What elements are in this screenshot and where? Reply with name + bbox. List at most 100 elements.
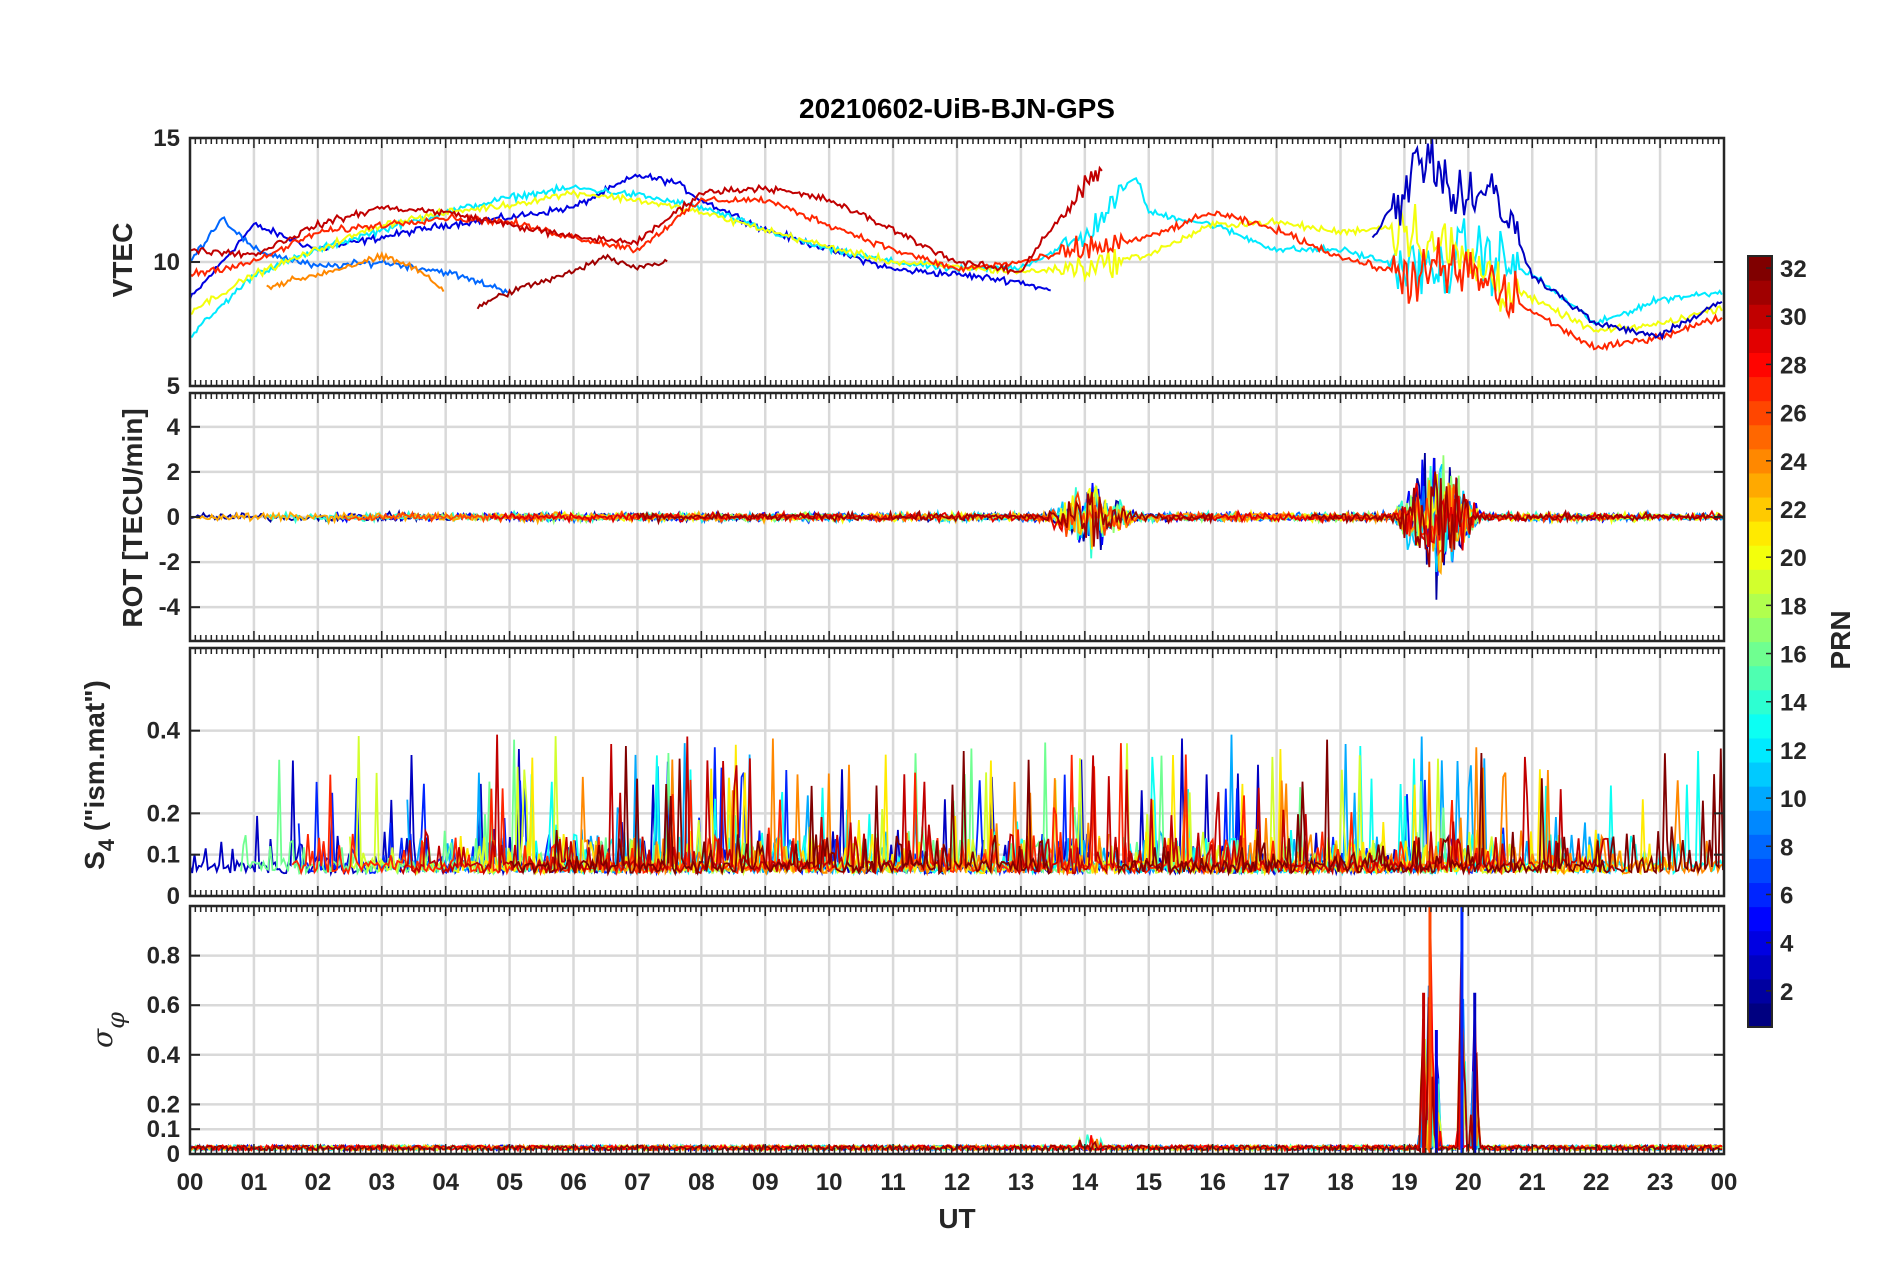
s4-panel: 0 0.1 0.2 0.4	[147, 646, 1726, 910]
x-tick-label: 20	[1455, 1169, 1482, 1196]
x-tick-label: 09	[752, 1169, 779, 1196]
colorbar-tick-label: 32	[1780, 256, 1807, 283]
colorbar-label: PRN	[1825, 610, 1856, 669]
s4-series	[189, 734, 1724, 877]
x-tick-label: 08	[688, 1169, 715, 1196]
x-tick-label: 13	[1008, 1169, 1035, 1196]
x-tick-label: 16	[1199, 1169, 1226, 1196]
vtec-ylabel: VTEC	[107, 223, 138, 298]
sigma-phi-ylabel: σφ	[86, 1012, 130, 1048]
x-tick-label: 17	[1263, 1169, 1290, 1196]
y-tick-label: -2	[159, 549, 180, 576]
colorbar-swatch	[1748, 906, 1772, 932]
vtec-line-prn-24	[266, 250, 445, 293]
colorbar-tick-label: 30	[1780, 304, 1807, 331]
rot-ylabel: ROT [TECU/min]	[117, 408, 148, 627]
sigma-phi-panel: 00.10.2 0.4 0.6 0.8	[147, 904, 1726, 1168]
y-tick-label: 5	[167, 373, 180, 400]
colorbar-swatch	[1748, 521, 1772, 546]
y-tick-label: 0.8	[147, 943, 180, 970]
x-tick-label: 10	[816, 1169, 843, 1196]
colorbar-tick-label: 12	[1780, 738, 1807, 765]
y-tick-label: 0.2	[147, 1091, 180, 1118]
x-minor-ticks	[189, 393, 1725, 641]
colorbar-tick-label: 4	[1780, 931, 1794, 958]
colorbar-tick-label: 18	[1780, 593, 1807, 620]
s4-ylabel: S4 ("ism.mat")	[79, 680, 119, 870]
colorbar-swatch	[1748, 954, 1772, 980]
y-tick-label: 2	[167, 459, 180, 486]
s4-line-prn-30	[1007, 755, 1616, 876]
s4-line-prn-32	[509, 745, 1052, 877]
y-tick-label: 4	[167, 414, 181, 441]
x-tick-label: 22	[1583, 1169, 1610, 1196]
colorbar-swatch	[1748, 761, 1772, 787]
colorbar-swatch	[1748, 328, 1772, 353]
s4-line-prn-30	[400, 734, 944, 876]
colorbar-swatch	[1748, 280, 1772, 305]
colorbar-tick-label: 24	[1780, 449, 1807, 476]
x-tick-label: 15	[1135, 1169, 1162, 1196]
colorbar-tick-label: 8	[1780, 834, 1793, 861]
x-tick-label: 19	[1391, 1169, 1418, 1196]
x-tick-label: 11	[880, 1169, 905, 1196]
colorbar-swatch	[1748, 665, 1772, 691]
vtec-line-prn-30	[189, 165, 1103, 276]
colorbar-tick-label: 20	[1780, 545, 1807, 572]
colorbar-swatch	[1748, 617, 1772, 643]
colorbar-tick-label: 2	[1780, 979, 1793, 1006]
y-tick-label: 0.6	[147, 992, 180, 1019]
colorbar-tick-label: 26	[1780, 401, 1807, 428]
colorbar-swatch	[1748, 1002, 1772, 1028]
colorbar-swatch	[1748, 472, 1772, 498]
vtec-line-prn-3	[1371, 137, 1723, 341]
rot-line-prn-29	[489, 509, 1067, 533]
x-tick-label: 00	[177, 1169, 204, 1196]
colorbar-tick-label: 6	[1780, 882, 1793, 909]
vtec-line-prn-31	[476, 253, 668, 310]
y-tick-label: 0.4	[147, 1042, 181, 1069]
vtec-line-prn-27	[189, 194, 1723, 352]
x-tick-label: 18	[1327, 1169, 1354, 1196]
x-minor-ticks	[189, 138, 1725, 386]
colorbar-tick-label: 22	[1780, 497, 1807, 524]
colorbar-swatch	[1748, 569, 1772, 594]
y-tick-label: 0.1	[147, 1116, 180, 1143]
rot-line-prn-31	[1307, 471, 1724, 568]
y-tick-label: 15	[153, 125, 180, 152]
y-tick-label: 0	[167, 504, 180, 531]
y-tick-label: -4	[159, 594, 181, 621]
x-minor-ticks	[189, 648, 1725, 896]
colorbar-swatch	[1748, 810, 1772, 835]
rot-line-prn-26	[1014, 484, 1622, 557]
y-tick-label: 10	[153, 249, 180, 276]
colorbar-swatch	[1748, 424, 1772, 450]
y-tick-label: 0.2	[147, 800, 180, 827]
rot-series	[189, 452, 1724, 600]
y-tick-label: 0.1	[147, 842, 180, 869]
x-tick-label: 05	[496, 1169, 523, 1196]
x-tick-label: 14	[1071, 1169, 1098, 1196]
x-tick-label: 01	[241, 1169, 268, 1196]
s4-line-prn-32	[1115, 739, 1724, 877]
x-tick-label: 04	[432, 1169, 459, 1196]
x-tick-label: 07	[624, 1169, 651, 1196]
colorbar-tick-label: 10	[1780, 786, 1807, 813]
vtec-series	[189, 137, 1723, 352]
colorbar-frame	[1747, 255, 1773, 1028]
colorbar-swatch	[1748, 376, 1772, 402]
x-tick-labels: 00 01 02 03 04 05 06 07 08 09 10 11 12 13 14 15 16 17 18 19…	[177, 1169, 1738, 1196]
s4-line-prn-27	[898, 743, 1507, 877]
colorbar-tick-label: 16	[1780, 642, 1807, 669]
colorbar-swatch	[1748, 858, 1772, 884]
x-tick-label: 02	[304, 1169, 331, 1196]
x-tick-label: 03	[368, 1169, 395, 1196]
x-tick-label: 12	[944, 1169, 971, 1196]
rot-line-prn-31	[636, 491, 1214, 547]
colorbar-tick-label: 28	[1780, 352, 1807, 379]
vtec-panel: 5 10 15	[153, 125, 1726, 400]
colorbar-tick-label: 14	[1780, 690, 1807, 717]
y-tick-label: 0.4	[147, 718, 181, 745]
